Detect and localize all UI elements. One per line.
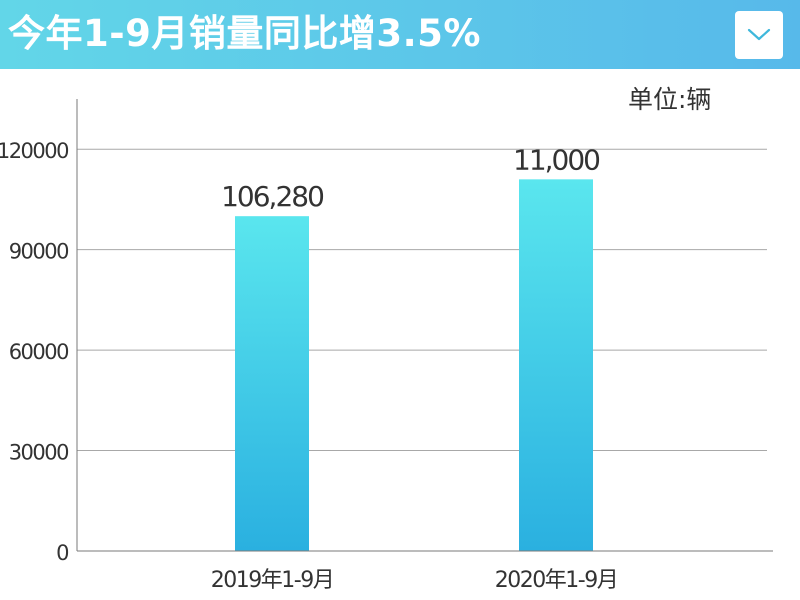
y-tick-label: 0 bbox=[56, 541, 68, 565]
unit-label: 单位:辆 bbox=[628, 85, 712, 114]
page-title: 今年1-9月销量同比增3.5% bbox=[8, 12, 481, 55]
x-category-label: 2020年1-9月 bbox=[495, 568, 617, 593]
header-bar: 今年1-9月销量同比增3.5% bbox=[0, 0, 800, 69]
y-tick-label: 60000 bbox=[9, 340, 68, 364]
bar bbox=[519, 179, 593, 551]
y-tick-label: 90000 bbox=[9, 240, 68, 264]
expand-dropdown-button[interactable] bbox=[735, 11, 783, 59]
chevron-down-icon bbox=[747, 28, 771, 41]
y-tick-label: 30000 bbox=[9, 441, 68, 465]
bar bbox=[235, 216, 309, 551]
bar-chart: 0 30000 60000 90000 120000 106,280 2019年1-9月 11… bbox=[0, 99, 773, 593]
data-label: 106,280 bbox=[221, 180, 323, 213]
data-label: 11,000 bbox=[513, 143, 599, 176]
x-category-label: 2019年1-9月 bbox=[211, 568, 333, 593]
y-tick-label: 120000 bbox=[0, 139, 68, 163]
